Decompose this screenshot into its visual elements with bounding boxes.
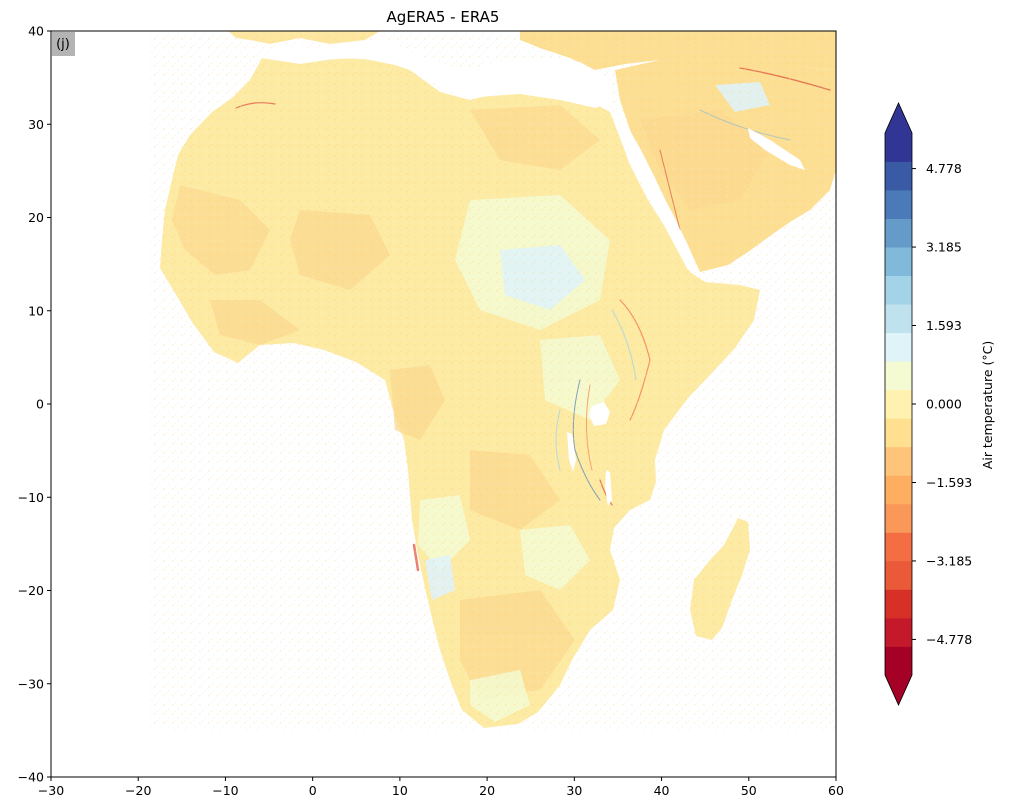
colorbar-segment <box>885 646 912 676</box>
colorbar-tick-label: −3.185 <box>926 553 972 568</box>
y-tick-label: 0 <box>36 397 44 412</box>
land-speckle <box>150 31 836 731</box>
lake-tanganyika <box>567 432 576 472</box>
colorbar-outline <box>884 102 913 706</box>
colorbar-segment <box>885 560 912 590</box>
colorbar-segment <box>885 332 912 362</box>
y-tick-label: 40 <box>28 24 44 39</box>
colorbar-segment <box>885 190 912 219</box>
colorbar-segment <box>885 133 912 162</box>
colorbar-tick-label: 4.778 <box>926 161 962 176</box>
colorbar-segment <box>885 589 912 619</box>
y-tick-label: −40 <box>18 770 44 785</box>
colorbar-segment <box>885 247 912 277</box>
colorbar-segment <box>885 475 912 505</box>
y-tick-label: −20 <box>18 583 44 598</box>
colorbar-segment <box>885 418 912 448</box>
y-tick-label: 20 <box>28 210 44 225</box>
map-title: AgERA5 - ERA5 <box>387 8 500 26</box>
y-axis-ticks: −40 −30 −20 −10 0 10 20 30 40 <box>18 24 51 785</box>
y-tick-label: 30 <box>28 117 44 132</box>
x-tick-label: 0 <box>309 783 317 798</box>
y-tick-label: 10 <box>28 303 44 318</box>
colorbar-segment <box>885 532 912 562</box>
mediterranean-sea <box>260 38 612 108</box>
y-tick-label: −10 <box>18 490 44 505</box>
lake-victoria <box>589 402 610 426</box>
colorbar-segment <box>885 304 912 334</box>
x-tick-label: −20 <box>125 783 151 798</box>
red-sea <box>612 110 696 270</box>
colorbar-segment <box>885 275 912 305</box>
persian-gulf <box>748 128 805 170</box>
x-tick-label: −30 <box>38 783 64 798</box>
colorbar-segment <box>885 361 912 391</box>
colorbar-tick-label: −4.778 <box>926 632 972 647</box>
x-tick-label: 60 <box>828 783 844 798</box>
colorbar: 4.778 3.185 1.593 0.000 −1.593 −3.185 −4.778 <box>884 102 972 706</box>
x-axis-ticks: −30 −20 −10 0 10 20 30 40 50 60 <box>38 777 844 798</box>
x-tick-label: 30 <box>566 783 582 798</box>
colorbar-tick-label: 3.185 <box>926 240 962 255</box>
panel-label-box: (j) <box>52 32 75 56</box>
y-tick-label: −30 <box>18 676 44 691</box>
map-axes: (j) −30 −20 −10 0 10 20 30 40 50 60 −40−30−20−100… <box>18 24 844 799</box>
colorbar-tick-label: 1.593 <box>926 318 962 333</box>
x-tick-label: 50 <box>741 783 757 798</box>
colorbar-segment <box>885 161 912 191</box>
x-tick-label: 10 <box>392 783 408 798</box>
colorbar-tick-label: 0.000 <box>926 397 962 412</box>
colorbar-segment <box>885 446 912 476</box>
land-layer <box>150 31 836 731</box>
colorbar-segment <box>885 389 912 419</box>
colorbar-segment <box>885 617 912 647</box>
panel-label: (j) <box>56 37 70 52</box>
colorbar-extend-max <box>885 103 912 133</box>
colorbar-segment <box>885 503 912 533</box>
colorbar-segment <box>885 218 912 248</box>
x-tick-label: −10 <box>212 783 238 798</box>
colorbar-tick-label: −1.593 <box>926 475 972 490</box>
water-bodies <box>260 38 805 506</box>
colorbar-extend-min <box>885 675 912 705</box>
colorbar-label: Air temperature (°C) <box>980 341 995 469</box>
x-tick-label: 40 <box>654 783 670 798</box>
x-tick-label: 20 <box>479 783 495 798</box>
lake-malawi <box>605 470 612 506</box>
